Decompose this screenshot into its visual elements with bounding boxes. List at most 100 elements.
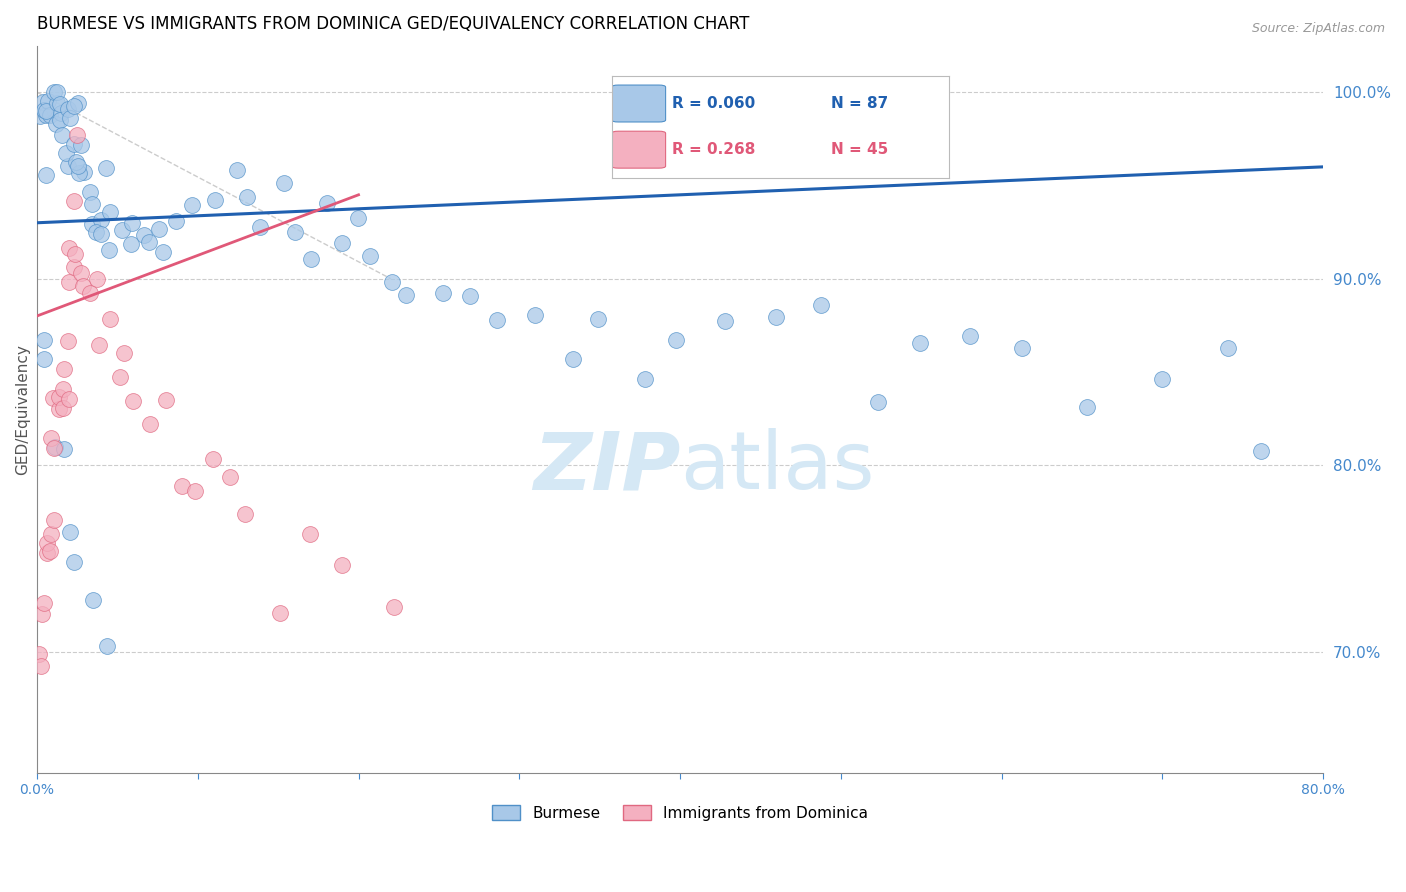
- Point: [269, 606, 291, 620]
- Point: [204, 193, 226, 207]
- Point: [810, 298, 832, 312]
- Point: [235, 507, 257, 521]
- Point: [58, 334, 80, 349]
- FancyBboxPatch shape: [612, 85, 665, 122]
- Text: atlas: atlas: [681, 428, 875, 507]
- Point: [56, 159, 79, 173]
- Point: [58, 241, 80, 255]
- Point: [97, 243, 120, 257]
- Point: [299, 252, 322, 266]
- Point: [80, 217, 103, 231]
- Point: [65, 247, 87, 261]
- Point: [395, 288, 418, 302]
- Point: [121, 216, 143, 230]
- Point: [63, 260, 86, 274]
- Point: [35, 107, 58, 121]
- Point: [44, 442, 66, 456]
- Point: [48, 97, 70, 112]
- Point: [226, 163, 249, 178]
- Point: [49, 106, 72, 120]
- Point: [486, 313, 509, 327]
- Point: [588, 312, 610, 326]
- Point: [59, 111, 82, 125]
- Text: N = 87: N = 87: [831, 96, 889, 111]
- Point: [67, 166, 90, 180]
- Point: [284, 225, 307, 239]
- Point: [44, 85, 66, 99]
- Point: [35, 104, 58, 119]
- Point: [562, 351, 585, 366]
- Point: [120, 236, 142, 251]
- Point: [524, 308, 547, 322]
- Point: [56, 103, 79, 117]
- Point: [298, 527, 321, 541]
- Point: [273, 176, 295, 190]
- Point: [63, 556, 86, 570]
- Point: [84, 225, 107, 239]
- Point: [55, 145, 77, 160]
- Point: [42, 513, 65, 527]
- Point: [66, 159, 89, 173]
- Point: [382, 599, 405, 614]
- Point: [37, 536, 59, 550]
- Point: [96, 639, 118, 653]
- Point: [63, 99, 86, 113]
- Point: [714, 314, 737, 328]
- Point: [138, 235, 160, 250]
- Point: [49, 113, 72, 128]
- Point: [31, 607, 53, 622]
- Point: [152, 245, 174, 260]
- Point: [346, 211, 368, 226]
- Point: [53, 362, 76, 376]
- Text: ZIP: ZIP: [533, 428, 681, 507]
- Point: [46, 85, 69, 99]
- Point: [45, 96, 67, 111]
- Point: [69, 137, 91, 152]
- Point: [59, 525, 82, 540]
- Point: [72, 279, 94, 293]
- Point: [45, 117, 67, 131]
- Point: [62, 194, 84, 209]
- Point: [34, 168, 56, 182]
- Point: [910, 336, 932, 351]
- Point: [359, 249, 381, 263]
- Point: [111, 223, 134, 237]
- Point: [201, 452, 224, 467]
- Point: [110, 370, 132, 384]
- Point: [39, 544, 62, 558]
- Point: [90, 227, 112, 241]
- Point: [58, 275, 80, 289]
- Point: [37, 95, 59, 109]
- Point: [1216, 341, 1239, 355]
- Point: [165, 214, 187, 228]
- Point: [69, 266, 91, 280]
- Point: [66, 95, 89, 110]
- Text: R = 0.060: R = 0.060: [672, 96, 755, 111]
- Point: [30, 658, 52, 673]
- Point: [634, 372, 657, 386]
- Point: [44, 440, 66, 454]
- Point: [27, 648, 49, 662]
- Text: R = 0.268: R = 0.268: [672, 142, 755, 157]
- Point: [181, 198, 204, 212]
- Point: [172, 479, 194, 493]
- Point: [665, 333, 688, 347]
- Point: [51, 401, 73, 415]
- Point: [34, 333, 56, 347]
- Point: [52, 383, 75, 397]
- Point: [90, 212, 112, 227]
- Point: [38, 108, 60, 122]
- Point: [765, 310, 787, 325]
- Point: [66, 128, 89, 143]
- Text: Source: ZipAtlas.com: Source: ZipAtlas.com: [1251, 22, 1385, 36]
- Text: BURMESE VS IMMIGRANTS FROM DOMINICA GED/EQUIVALENCY CORRELATION CHART: BURMESE VS IMMIGRANTS FROM DOMINICA GED/…: [37, 15, 749, 33]
- Point: [39, 527, 62, 541]
- Legend: Burmese, Immigrants from Dominica: Burmese, Immigrants from Dominica: [486, 798, 875, 827]
- Point: [37, 546, 59, 560]
- Point: [42, 391, 65, 405]
- Point: [65, 155, 87, 169]
- Point: [63, 136, 86, 151]
- Point: [96, 161, 118, 176]
- FancyBboxPatch shape: [612, 131, 665, 168]
- Point: [316, 196, 339, 211]
